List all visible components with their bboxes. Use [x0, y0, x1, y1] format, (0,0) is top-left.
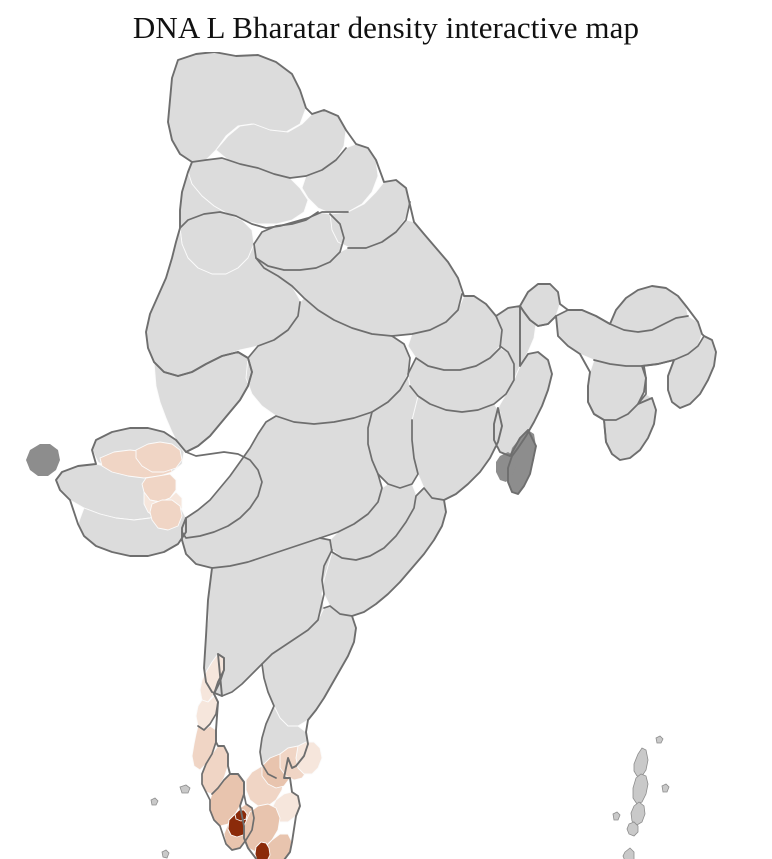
island-andaman[interactable]	[631, 802, 645, 825]
district-polygon-highlight[interactable]	[296, 742, 322, 774]
island-andaman[interactable]	[633, 774, 648, 804]
island-nicobar[interactable]	[613, 812, 620, 820]
island-lakshadweep[interactable]	[151, 798, 158, 805]
island-lakshadweep[interactable]	[162, 850, 169, 858]
state-border	[154, 302, 300, 376]
state-border	[202, 730, 254, 850]
state-border	[254, 214, 344, 270]
island-nicobar[interactable]	[656, 736, 663, 743]
island-nicobar[interactable]	[623, 848, 634, 859]
island-nicobar[interactable]	[662, 784, 669, 792]
map-layer-state-borders	[56, 52, 716, 859]
state-border	[594, 336, 704, 366]
state-border	[408, 316, 502, 374]
state-border	[198, 654, 224, 730]
district-polygon-highlight[interactable]	[136, 442, 182, 472]
state-border	[222, 550, 332, 696]
map-canvas[interactable]	[0, 52, 772, 859]
island-andaman[interactable]	[634, 748, 648, 776]
state-border	[260, 664, 276, 778]
state-border	[556, 310, 688, 332]
page-title: DNA L Bharatar density interactive map	[132, 10, 640, 45]
state-border	[192, 148, 346, 178]
state-border	[186, 336, 410, 518]
india-district-map[interactable]	[0, 52, 772, 859]
district-polygon-hotspot[interactable]	[255, 842, 270, 859]
state-border	[256, 258, 462, 336]
state-border	[212, 412, 382, 568]
island-andaman[interactable]	[627, 822, 638, 836]
state-border	[324, 606, 352, 616]
state-border	[320, 538, 330, 540]
state-border	[180, 212, 348, 228]
state-border	[182, 452, 262, 538]
map-layer-islands	[151, 736, 669, 859]
district-polygon-highlight[interactable]	[150, 500, 182, 530]
state-border	[410, 346, 514, 412]
state-border	[348, 202, 410, 248]
island-lakshadweep[interactable]	[180, 785, 190, 793]
dark-coast-patch-west[interactable]	[26, 444, 60, 476]
state-border	[330, 488, 444, 560]
country-outline	[56, 52, 716, 859]
state-border	[186, 358, 252, 452]
state-border	[520, 306, 556, 326]
map-layer-base	[56, 52, 716, 778]
state-border	[604, 366, 646, 420]
state-border	[378, 420, 418, 488]
state-border	[588, 386, 612, 454]
state-border	[254, 212, 318, 244]
